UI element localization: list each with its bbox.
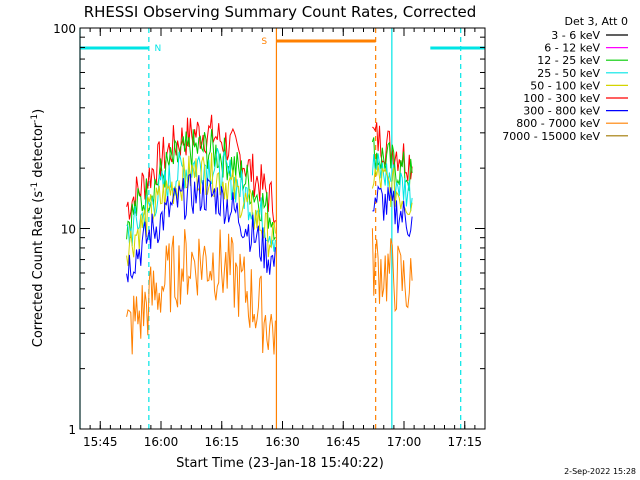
y-tick-label: 1: [68, 423, 76, 437]
x-tick-label: 15:45: [83, 435, 118, 449]
time-interval-markers: NS: [79, 28, 485, 429]
count-rate-series: [126, 114, 413, 355]
night-label: N: [154, 44, 161, 54]
generation-timestamp: 2-Sep-2022 15:28: [564, 467, 636, 476]
series-line: [126, 228, 413, 355]
legend-entry-label: 12 - 25 keV: [537, 54, 600, 67]
series-line: [126, 152, 413, 267]
legend-header: Det 3, Att 0: [565, 15, 629, 28]
x-tick-label: 16:30: [265, 435, 300, 449]
y-axis-label: Corrected Count Rate (s-1 detector-1): [30, 109, 46, 347]
x-tick-label: 17:15: [447, 435, 482, 449]
x-tick-label: 16:45: [326, 435, 361, 449]
legend-entry-label: 3 - 6 keV: [551, 29, 600, 42]
chart-title: RHESSI Observing Summary Count Rates, Co…: [84, 3, 477, 21]
y-tick-label: 10: [61, 223, 76, 237]
x-tick-label: 17:00: [387, 435, 422, 449]
legend-entry-label: 6 - 12 keV: [544, 42, 600, 55]
legend-entry-label: 100 - 300 keV: [523, 92, 600, 105]
plot-frame: [79, 27, 486, 430]
y-axis-ticks: 1 10 100: [53, 22, 485, 437]
series-line: [126, 173, 413, 283]
x-tick-label: 16:00: [144, 435, 179, 449]
legend-entry-label: 50 - 100 keV: [530, 79, 600, 92]
x-tick-label: 16:15: [204, 435, 239, 449]
x-axis-label: Start Time (23-Jan-18 15:40:22): [176, 456, 384, 471]
saa-label: S: [261, 37, 267, 47]
legend-entry-label: 300 - 800 keV: [523, 105, 600, 118]
x-axis-ticks: 15:45 16:00 16:15 16:30 16:45 17:00 17:15: [79, 28, 486, 449]
legend-entry-label: 800 - 7000 keV: [516, 117, 600, 130]
legend-entry-label: 25 - 50 keV: [537, 67, 600, 80]
y-tick-label: 100: [53, 22, 76, 36]
legend-entry-label: 7000 - 15000 keV: [502, 130, 600, 143]
